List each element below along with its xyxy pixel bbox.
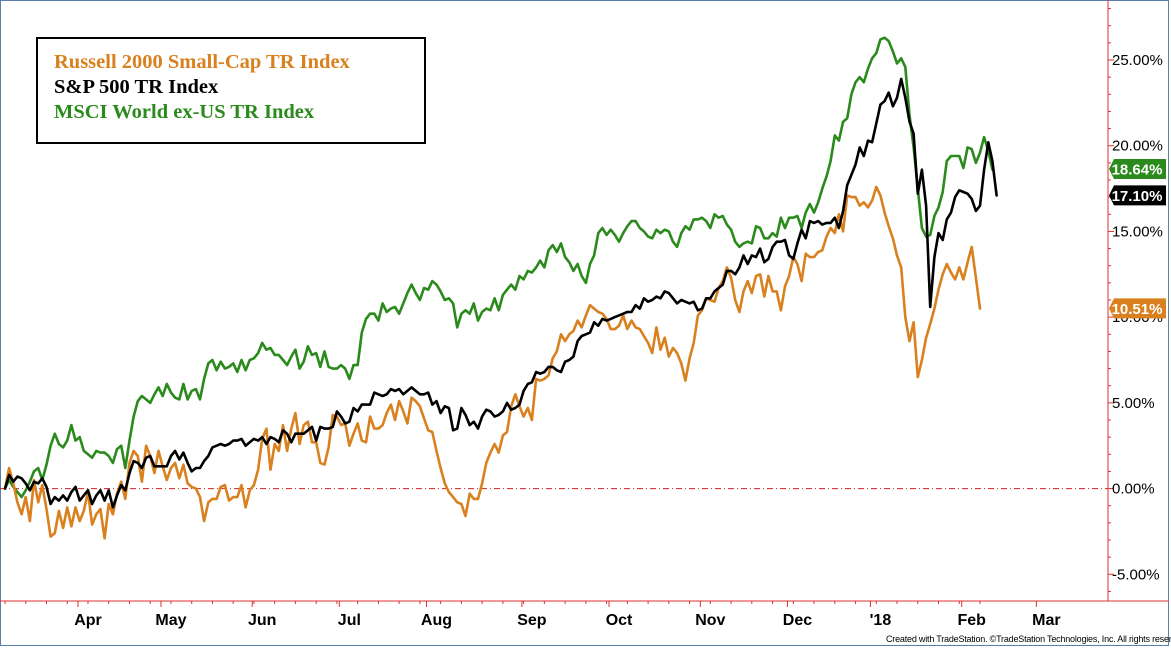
last-value-label-sp500: 17.10% bbox=[1109, 185, 1166, 206]
series-line-russell-2000 bbox=[3, 185, 982, 540]
x-tick-label: Mar bbox=[1032, 612, 1060, 629]
last-value-box bbox=[1109, 185, 1166, 206]
credit-text: Created with TradeStation. ©TradeStation… bbox=[886, 634, 1171, 644]
x-tick-label: Feb bbox=[957, 612, 986, 629]
last-value-box bbox=[1109, 298, 1166, 319]
x-tick-label: Jun bbox=[248, 612, 276, 629]
last-value-text: 17.10% bbox=[1112, 188, 1163, 205]
last-value-labels: 18.64% 17.10% 10.51% bbox=[1109, 159, 1166, 319]
last-value-label-msci-world-ex-us: 18.64% bbox=[1109, 159, 1166, 180]
x-tick-label: '18 bbox=[870, 612, 892, 629]
last-value-label-russell-2000: 10.51% bbox=[1109, 298, 1166, 319]
x-tick-label: Aug bbox=[421, 612, 452, 629]
y-tick-label: -5.00% bbox=[1112, 566, 1160, 583]
y-tick-label: 20.00% bbox=[1112, 138, 1163, 155]
last-value-text: 10.51% bbox=[1112, 301, 1163, 318]
series-lines bbox=[3, 36, 998, 540]
y-tick-label: 5.00% bbox=[1112, 395, 1155, 412]
legend-entry-msci-world-ex-us: MSCI World ex-US TR Index bbox=[54, 101, 315, 123]
x-tick-label: Dec bbox=[783, 612, 812, 629]
x-axis-ticks: Apr May Jun Jul Aug Sep Oct Nov Dec '18 Feb Mar bbox=[4, 601, 1061, 629]
y-tick-label: 15.00% bbox=[1112, 223, 1163, 240]
legend-entry-sp500: S&P 500 TR Index bbox=[54, 76, 219, 98]
series-line-sp500 bbox=[3, 77, 998, 509]
axes bbox=[0, 0, 1169, 602]
legend: Russell 2000 Small-Cap TR Index S&P 500 … bbox=[36, 37, 426, 144]
last-value-text: 18.64% bbox=[1112, 162, 1163, 179]
x-tick-label: Sep bbox=[517, 612, 547, 629]
series-line-msci-world-ex-us bbox=[3, 36, 994, 499]
x-tick-label: Apr bbox=[74, 612, 102, 629]
x-tick-label: Jul bbox=[338, 612, 361, 629]
legend-entry-russell-2000: Russell 2000 Small-Cap TR Index bbox=[54, 51, 350, 73]
x-tick-label: Oct bbox=[606, 612, 633, 629]
y-tick-label: 0.00% bbox=[1112, 481, 1155, 498]
y-tick-label: 25.00% bbox=[1112, 52, 1163, 69]
x-tick-label: Nov bbox=[695, 612, 725, 629]
last-value-box bbox=[1109, 159, 1166, 180]
x-tick-label: May bbox=[155, 612, 186, 629]
